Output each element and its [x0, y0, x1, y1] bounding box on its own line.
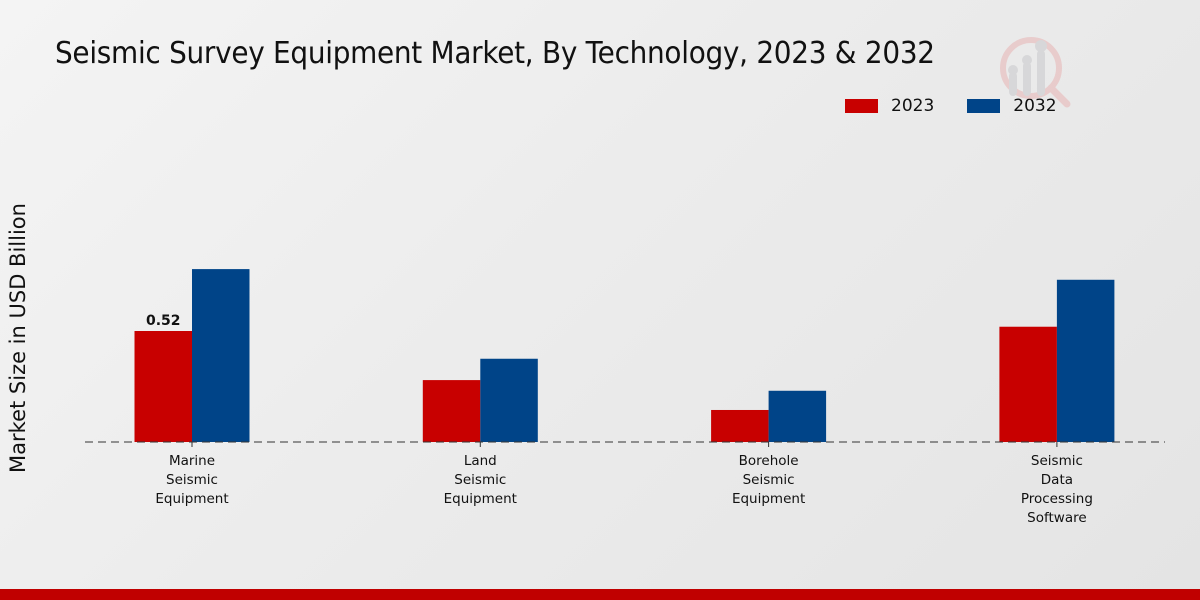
x-tick-label-line: Equipment: [732, 491, 805, 507]
bar-2032-1: [480, 358, 538, 442]
bar-2023-1: [422, 380, 481, 442]
legend: 2023 2032: [845, 96, 1090, 116]
legend-label-2023: 2023: [891, 96, 935, 116]
watermark-logo-icon: [1000, 37, 1071, 108]
x-tick-label-1: Land Seismic Equipment: [444, 453, 517, 507]
x-tick-label-line: Seismic: [166, 472, 218, 488]
bar-2032-0: [192, 269, 250, 442]
x-tick-label-line: Data: [1041, 472, 1073, 488]
x-tick-label-line: Seismic: [743, 472, 795, 488]
bar-2023-3: [999, 326, 1057, 442]
legend-label-2032: 2032: [1013, 96, 1057, 116]
chart-title: Seismic Survey Equipment Market, By Tech…: [55, 36, 935, 71]
x-tick-label-line: Processing: [1021, 491, 1093, 507]
bar-2023-0: [134, 331, 192, 442]
x-tick-label-line: Seismic: [454, 472, 506, 488]
bar-2032-3: [1056, 279, 1115, 442]
x-tick-label-0: Marine Seismic Equipment: [155, 453, 228, 507]
legend-swatch-2032: [967, 99, 1001, 113]
data-label-2023-0: 0.52: [146, 313, 181, 329]
x-tick-label-line: Equipment: [444, 491, 517, 507]
x-tick-label-3: Seismic Data Processing Software: [1021, 453, 1093, 526]
x-tick-label-line: Borehole: [739, 453, 799, 469]
x-tick-label-line: Land: [464, 453, 497, 469]
bar-2023-2: [711, 409, 769, 442]
legend-item-2023: 2023: [845, 96, 934, 116]
legend-swatch-2023: [845, 99, 878, 113]
footer-bar: [0, 589, 1200, 600]
x-tick-label-line: Equipment: [155, 491, 228, 507]
legend-item-2032: 2032: [967, 96, 1057, 116]
x-tick-label-line: Software: [1027, 510, 1087, 526]
x-tick-label-line: Seismic: [1031, 453, 1083, 469]
bar-2032-2: [768, 390, 827, 442]
x-tick-label-2: Borehole Seismic Equipment: [732, 453, 805, 507]
x-tick-label-line: Marine: [169, 453, 215, 469]
